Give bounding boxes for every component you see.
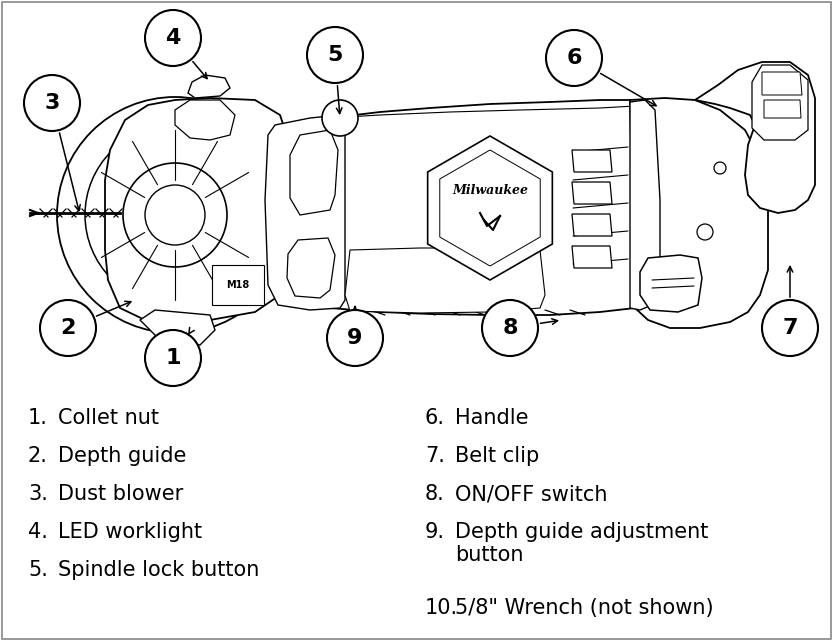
Text: 9: 9 — [347, 328, 362, 348]
Circle shape — [322, 100, 358, 136]
Circle shape — [762, 300, 818, 356]
Text: Depth guide: Depth guide — [58, 446, 187, 466]
Text: 2.: 2. — [28, 446, 47, 466]
Text: 4.: 4. — [28, 522, 47, 542]
Text: 1: 1 — [165, 348, 181, 368]
Text: ON/OFF switch: ON/OFF switch — [455, 484, 607, 504]
Polygon shape — [630, 98, 768, 328]
Text: 3: 3 — [44, 93, 60, 113]
Polygon shape — [630, 100, 660, 310]
Text: Belt clip: Belt clip — [455, 446, 539, 466]
Text: 7: 7 — [782, 318, 798, 338]
Text: 2: 2 — [60, 318, 76, 338]
Polygon shape — [175, 100, 235, 140]
Polygon shape — [330, 100, 635, 315]
Text: 8.: 8. — [425, 484, 445, 504]
Polygon shape — [287, 238, 335, 298]
Text: 7.: 7. — [425, 446, 445, 466]
Circle shape — [697, 224, 713, 240]
Polygon shape — [572, 246, 612, 268]
Text: Collet nut: Collet nut — [58, 408, 159, 428]
Circle shape — [714, 162, 726, 174]
Polygon shape — [762, 72, 802, 95]
Circle shape — [145, 185, 205, 245]
Text: 8: 8 — [502, 318, 518, 338]
Circle shape — [482, 300, 538, 356]
Text: 10.: 10. — [425, 598, 458, 618]
Text: 5/8" Wrench (not shown): 5/8" Wrench (not shown) — [455, 598, 714, 618]
Polygon shape — [188, 75, 230, 98]
Polygon shape — [572, 214, 612, 236]
Polygon shape — [764, 100, 801, 118]
Text: Depth guide adjustment
button: Depth guide adjustment button — [455, 522, 708, 565]
Text: 4: 4 — [165, 28, 181, 48]
Polygon shape — [105, 98, 295, 322]
Polygon shape — [345, 248, 545, 313]
Text: LED worklight: LED worklight — [58, 522, 202, 542]
Circle shape — [85, 125, 265, 305]
Text: 6: 6 — [566, 48, 581, 68]
Polygon shape — [140, 310, 215, 345]
Polygon shape — [695, 62, 815, 213]
Circle shape — [327, 310, 383, 366]
Polygon shape — [752, 65, 808, 140]
Text: 5.: 5. — [28, 560, 47, 580]
Circle shape — [24, 75, 80, 131]
Polygon shape — [572, 150, 612, 172]
Circle shape — [307, 27, 363, 83]
Polygon shape — [265, 115, 345, 310]
Text: Spindle lock button: Spindle lock button — [58, 560, 259, 580]
Text: 5: 5 — [327, 45, 342, 65]
Text: Milwaukee: Milwaukee — [452, 183, 528, 197]
Polygon shape — [440, 150, 541, 266]
Circle shape — [57, 97, 293, 333]
Polygon shape — [640, 255, 702, 312]
Circle shape — [546, 30, 602, 86]
Polygon shape — [290, 130, 338, 215]
Text: 6.: 6. — [425, 408, 445, 428]
Text: Handle: Handle — [455, 408, 528, 428]
Polygon shape — [572, 182, 612, 204]
Text: 3.: 3. — [28, 484, 47, 504]
Text: Dust blower: Dust blower — [58, 484, 183, 504]
Text: M18: M18 — [227, 280, 250, 290]
Circle shape — [40, 300, 96, 356]
Polygon shape — [427, 136, 552, 280]
Text: 9.: 9. — [425, 522, 445, 542]
Circle shape — [123, 163, 227, 267]
Text: 1.: 1. — [28, 408, 47, 428]
Circle shape — [145, 10, 201, 66]
Circle shape — [145, 330, 201, 386]
